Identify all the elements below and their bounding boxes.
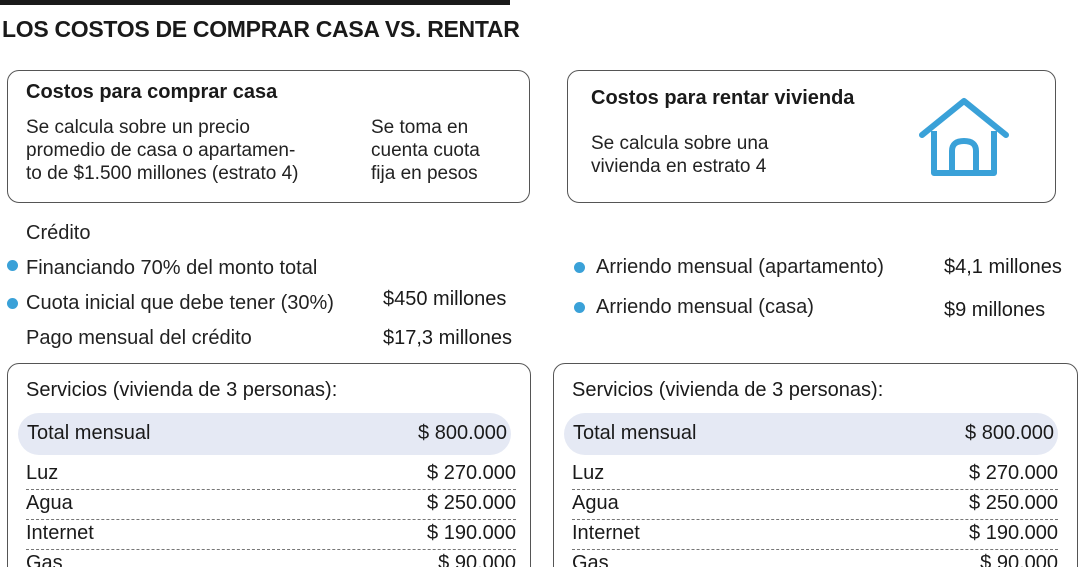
service-value: $ 250.000 — [427, 492, 516, 514]
credit-heading: Crédito — [26, 222, 91, 244]
total-monthly-label: Total mensual — [573, 422, 697, 444]
service-value: $ 90.000 — [980, 552, 1058, 567]
service-label: Gas — [26, 552, 63, 567]
house-icon — [919, 98, 1009, 176]
service-value: $ 90.000 — [438, 552, 516, 567]
buy-card-note: Se toma en cuenta cuota fija en pesos — [371, 116, 521, 185]
services-panel-rent: Servicios (vivienda de 3 personas): Tota… — [553, 363, 1078, 567]
buy-card-note-line: Se toma en — [371, 117, 469, 138]
bullet-dot-icon — [574, 262, 585, 273]
rent-item-value: $9 millones — [944, 299, 1046, 321]
service-value: $ 190.000 — [427, 522, 516, 544]
bullet-dot-icon — [574, 302, 585, 313]
service-row: Internet $ 190.000 — [572, 520, 1058, 550]
buy-card-note-line: cuenta cuota — [371, 140, 480, 161]
total-monthly-value: $ 800.000 — [965, 422, 1054, 444]
credit-item-label: Financiando 70% del monto total — [26, 257, 318, 279]
rent-card-description: Se calcula sobre una vivienda en estrato… — [591, 132, 891, 178]
buy-card: Costos para comprar casa Se calcula sobr… — [7, 70, 530, 203]
rent-card-text-line: vivienda en estrato 4 — [591, 156, 767, 177]
service-row: Gas $ 90.000 — [572, 550, 1058, 567]
services-rows: Luz $ 270.000 Agua $ 250.000 Internet $ … — [26, 460, 516, 567]
buy-card-text-line: promedio de casa o apartamen- — [26, 140, 296, 161]
service-label: Internet — [26, 522, 94, 544]
services-panel-buy: Servicios (vivienda de 3 personas): Tota… — [7, 363, 531, 567]
service-label: Internet — [572, 522, 640, 544]
service-label: Gas — [572, 552, 609, 567]
top-rule — [0, 0, 510, 5]
rent-item-value: $4,1 millones — [944, 256, 1062, 278]
service-value: $ 270.000 — [969, 462, 1058, 484]
service-row: Luz $ 270.000 — [572, 460, 1058, 490]
service-row: Luz $ 270.000 — [26, 460, 516, 490]
credit-item-value: $450 millones — [383, 288, 507, 310]
service-value: $ 270.000 — [427, 462, 516, 484]
service-label: Luz — [572, 462, 605, 484]
buy-card-note-line: fija en pesos — [371, 163, 478, 184]
total-monthly-bar: Total mensual $ 800.000 — [564, 413, 1058, 455]
rent-card: Costos para rentar vivienda Se calcula s… — [567, 70, 1056, 203]
services-title: Servicios (vivienda de 3 personas): — [572, 379, 884, 401]
rent-card-title: Costos para rentar vivienda — [591, 87, 855, 109]
bullet-dot-icon — [7, 298, 18, 309]
credit-item-value: $17,3 millones — [383, 327, 512, 349]
buy-card-text-line: Se calcula sobre un precio — [26, 117, 250, 138]
service-label: Luz — [26, 462, 59, 484]
services-title: Servicios (vivienda de 3 personas): — [26, 379, 338, 401]
service-label: Agua — [26, 492, 73, 514]
total-monthly-value: $ 800.000 — [418, 422, 507, 444]
buy-card-text-line: to de $1.500 millones (estrato 4) — [26, 163, 299, 184]
service-row: Agua $ 250.000 — [26, 490, 516, 520]
total-monthly-bar: Total mensual $ 800.000 — [18, 413, 511, 455]
bullet-dot-icon — [7, 260, 18, 271]
rent-item-label: Arriendo mensual (apartamento) — [596, 256, 884, 278]
service-label: Agua — [572, 492, 619, 514]
service-value: $ 190.000 — [969, 522, 1058, 544]
rent-card-text-line: Se calcula sobre una — [591, 133, 769, 154]
services-rows: Luz $ 270.000 Agua $ 250.000 Internet $ … — [572, 460, 1058, 567]
page-title: LOS COSTOS DE COMPRAR CASA VS. RENTAR — [2, 16, 520, 42]
service-value: $ 250.000 — [969, 492, 1058, 514]
credit-item-label: Cuota inicial que debe tener (30%) — [26, 292, 334, 314]
buy-card-title: Costos para comprar casa — [26, 81, 278, 103]
rent-item-label: Arriendo mensual (casa) — [596, 296, 814, 318]
total-monthly-label: Total mensual — [27, 422, 151, 444]
service-row: Agua $ 250.000 — [572, 490, 1058, 520]
credit-item-label: Pago mensual del crédito — [26, 327, 252, 349]
service-row: Internet $ 190.000 — [26, 520, 516, 550]
service-row: Gas $ 90.000 — [26, 550, 516, 567]
buy-card-description: Se calcula sobre un precio promedio de c… — [26, 116, 366, 185]
